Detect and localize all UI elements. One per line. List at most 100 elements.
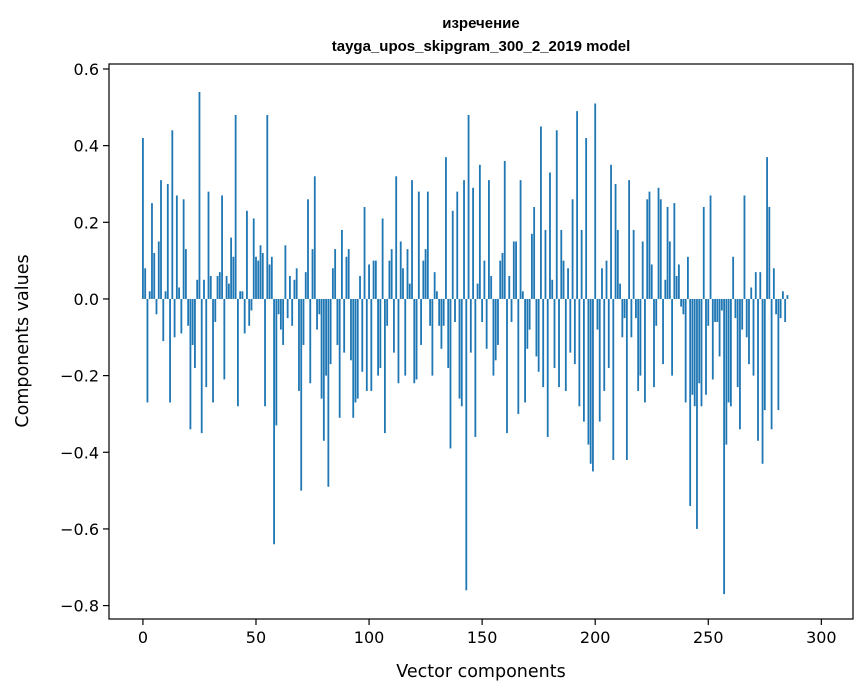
bar (302, 298, 305, 345)
bar (478, 164, 481, 299)
bar (234, 114, 237, 299)
bar (644, 298, 646, 403)
bar (261, 252, 264, 299)
x-tick-label: 150 (467, 628, 498, 647)
bar (748, 298, 750, 365)
bar (374, 260, 377, 299)
bar (370, 298, 373, 391)
bar (605, 260, 608, 299)
bar (171, 130, 174, 299)
bar (714, 298, 716, 322)
bar (582, 298, 585, 422)
bar (164, 291, 167, 299)
x-axis: 0 50 100 150 200 250 300 (138, 619, 837, 647)
bar (316, 298, 318, 330)
bar (395, 176, 398, 299)
bar (729, 298, 732, 407)
y-tick-label: 0.2 (74, 213, 99, 232)
bar (325, 298, 327, 376)
bar (273, 298, 275, 545)
bar (698, 298, 701, 384)
bar (252, 218, 255, 299)
bar (483, 260, 486, 299)
bar (689, 298, 692, 506)
bar (745, 298, 748, 338)
bar (503, 160, 506, 299)
bar (727, 298, 730, 403)
bar (770, 298, 773, 430)
bar (289, 275, 291, 299)
bar (307, 199, 309, 299)
bar (465, 298, 468, 591)
bar (621, 298, 624, 338)
bar (499, 260, 502, 299)
bar (687, 256, 689, 299)
bar (594, 103, 597, 299)
bar (402, 268, 404, 299)
bar (614, 183, 617, 299)
bar (560, 229, 563, 299)
bar (506, 298, 508, 434)
bar (641, 241, 644, 299)
bar (243, 298, 246, 334)
bar (754, 272, 757, 299)
bar (521, 291, 524, 299)
bar (696, 298, 698, 529)
bar (558, 298, 560, 388)
bar (248, 298, 251, 326)
chart-title: изречение (442, 15, 519, 32)
bar (422, 260, 425, 299)
bar (603, 298, 606, 391)
bar (264, 298, 266, 407)
bar (734, 298, 737, 319)
bar (524, 298, 526, 403)
bar (750, 287, 753, 299)
bar (657, 187, 660, 299)
bar (659, 199, 662, 299)
bar (275, 298, 278, 426)
bar (311, 249, 314, 299)
bar (286, 298, 289, 319)
bar (664, 279, 667, 299)
bar (707, 298, 710, 326)
bar (526, 298, 529, 349)
bar (151, 203, 153, 299)
bar (535, 298, 538, 357)
bar (320, 298, 323, 399)
bar (625, 298, 628, 460)
bar (142, 137, 144, 299)
bar (700, 298, 703, 407)
bar (406, 249, 409, 299)
bar (408, 283, 411, 299)
x-axis-label: Vector components (396, 662, 565, 682)
bar (352, 298, 355, 418)
bar (420, 298, 422, 345)
bar (474, 298, 477, 437)
bar (144, 268, 147, 299)
bar (343, 298, 346, 353)
bar (743, 195, 746, 299)
bar (723, 298, 726, 595)
bar (295, 268, 298, 299)
bar (230, 237, 233, 299)
bar (671, 298, 673, 376)
bar (345, 256, 348, 299)
bar (424, 249, 427, 299)
bar (784, 298, 787, 322)
bar (304, 272, 307, 299)
bar (544, 229, 547, 299)
x-tick-label: 200 (580, 628, 611, 647)
bar (549, 172, 551, 299)
bar (589, 298, 592, 464)
bar (684, 298, 687, 403)
bar (205, 298, 208, 388)
bar (488, 180, 490, 299)
bar (510, 298, 513, 322)
bar (148, 291, 151, 299)
bar (237, 298, 239, 407)
bar (440, 298, 443, 349)
bar (257, 260, 260, 299)
bar (668, 241, 671, 299)
bar (388, 260, 391, 299)
bar (775, 298, 778, 315)
